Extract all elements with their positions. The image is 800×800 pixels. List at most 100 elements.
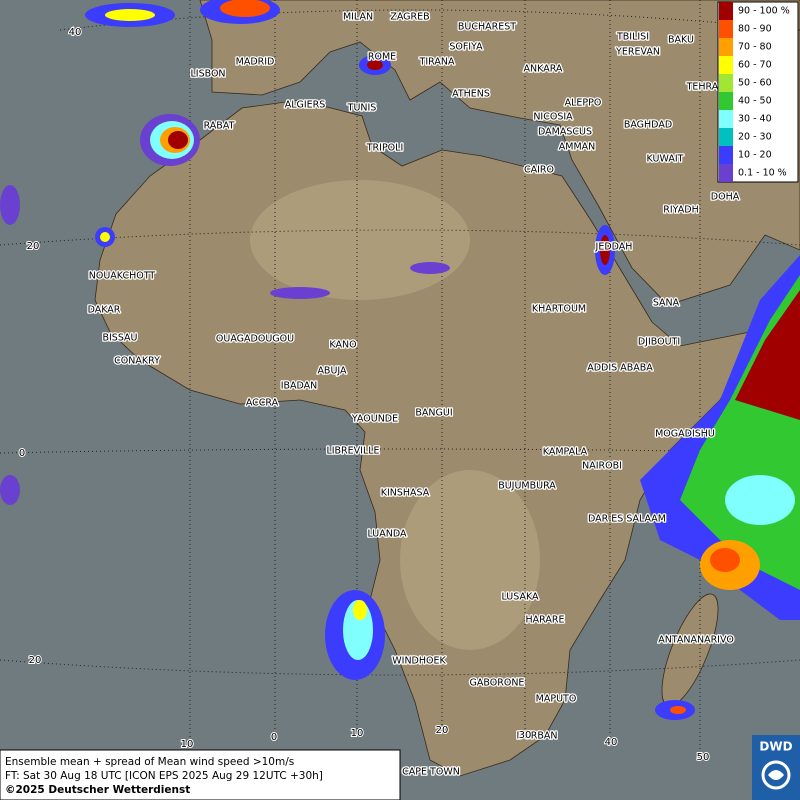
legend-swatch: [719, 110, 733, 128]
logo-icon: [761, 760, 791, 790]
city-label: KUWAIT: [647, 154, 684, 165]
legend-swatch: [719, 146, 733, 164]
city-label: DAKAR: [88, 305, 121, 316]
city-label: IBADAN: [281, 381, 318, 392]
city-label: ACCRA: [246, 398, 279, 409]
longitude-label: 10: [351, 728, 364, 739]
legend-label: 10 - 20: [738, 150, 772, 161]
city-label: TRIPOLI: [366, 143, 404, 154]
city-label: OUAGADOUGOU: [216, 334, 294, 345]
city-label: ABUJA: [317, 366, 347, 377]
legend-swatch: [719, 56, 733, 74]
city-label: NOUAKCHOTT: [89, 271, 156, 282]
city-label: CAPE TOWN: [402, 767, 460, 778]
city-label: RABAT: [204, 121, 235, 132]
city-label: YEREVAN: [615, 47, 660, 58]
city-label: HARARE: [526, 615, 565, 626]
legend: 90 - 100 % 80 - 90 70 - 80 60 - 70 50 - 60 40…: [717, 1, 799, 183]
city-label: LIBREVILLE: [326, 446, 379, 457]
longitude-label: 0: [271, 732, 277, 743]
legend-label: 30 - 40: [738, 114, 772, 125]
city-label: TEHRAN: [686, 82, 726, 93]
longitude-label: 20: [436, 725, 449, 736]
city-label: DURBAN: [517, 731, 558, 742]
latitude-label: 40: [69, 27, 82, 38]
city-label: SANA: [653, 298, 680, 309]
city-label: AMMAN: [559, 142, 596, 153]
city-label: ANTANANARIVO: [658, 635, 734, 646]
city-label: TBILISI: [616, 32, 649, 43]
city-label: KHARTOUM: [532, 304, 586, 315]
city-label: ANKARA: [524, 64, 563, 75]
legend-label: 20 - 30: [738, 132, 772, 143]
city-label: JEDDAH: [595, 242, 633, 253]
graticule: [0, 0, 800, 752]
city-label: BANGUI: [415, 408, 452, 419]
city-label: CAIRO: [524, 165, 554, 176]
city-label: ATHENS: [452, 89, 490, 100]
city-label: MILAN: [343, 12, 373, 23]
city-label: KINSHASA: [381, 488, 430, 499]
city-label: DJIBOUTI: [638, 337, 680, 348]
longitude-label: 50: [697, 752, 710, 763]
legend-label: 80 - 90: [738, 24, 772, 35]
city-label: LISBON: [190, 69, 225, 80]
latitude-label: 20: [27, 241, 40, 252]
logo: DWD: [752, 735, 800, 800]
city-labels: MILAN ZAGREB BUCHAREST TBILISI BAKU SOFIYA YER…: [86, 10, 741, 779]
city-label: BUCHAREST: [458, 22, 516, 33]
city-label: ALEPPO: [565, 98, 602, 109]
city-label: MADRID: [236, 57, 275, 68]
city-label: CONAKRY: [114, 356, 160, 367]
logo-icon: [768, 770, 784, 780]
city-label: ALGIERS: [285, 100, 326, 111]
city-label: KAMPALA: [543, 447, 588, 458]
city-label: SOFIYA: [449, 42, 483, 53]
footer: Ensemble mean + spread of Mean wind spee…: [0, 749, 401, 800]
city-label: BAGHDAD: [624, 120, 672, 131]
legend-label: 90 - 100 %: [738, 6, 790, 17]
city-label: DAR ES SALAAM: [588, 514, 666, 525]
legend-swatch: [719, 74, 733, 92]
legend-label: 50 - 60: [738, 78, 772, 89]
longitude-label: 40: [605, 737, 618, 748]
city-label: BUJUMBURA: [498, 481, 556, 492]
city-label: BISSAU: [102, 333, 137, 344]
city-label: YAOUNDE: [351, 414, 398, 425]
city-label: ADDIS ABABA: [587, 363, 653, 374]
footer-line: FT: Sat 30 Aug 18 UTC [ICON EPS 2025 Aug…: [5, 770, 323, 782]
city-label: ZAGREB: [390, 12, 429, 23]
city-label: ROME: [368, 52, 396, 63]
longitude-label: 30: [519, 730, 532, 741]
latitude-label: 0: [19, 448, 25, 459]
legend-label: 40 - 50: [738, 96, 772, 107]
longitude-label: 10: [181, 739, 194, 750]
footer-box: [0, 749, 401, 800]
grid-labels: 40 20 0 20 10 0 10 20 30 40 50: [18, 26, 711, 764]
city-label: TUNIS: [347, 103, 377, 114]
legend-label: 60 - 70: [738, 60, 772, 71]
city-label: LUANDA: [367, 529, 407, 540]
wind-probability-areas: [0, 0, 800, 720]
legend-swatch: [719, 20, 733, 38]
city-label: DAMASCUS: [538, 127, 592, 138]
city-label: GABORONE: [470, 678, 525, 689]
land: [94, 0, 800, 777]
city-label: NICOSIA: [533, 112, 573, 123]
legend-label: 70 - 80: [738, 42, 772, 53]
legend-swatch: [719, 128, 733, 146]
legend-swatch: [719, 92, 733, 110]
city-label: NAIROBI: [582, 461, 622, 472]
footer-line: Ensemble mean + spread of Mean wind spee…: [5, 756, 294, 768]
latitude-label: 20: [29, 655, 42, 666]
footer-line: ©2025 Deutscher Wetterdienst: [5, 784, 190, 796]
logo-text: DWD: [759, 740, 792, 754]
city-label: TIRANA: [419, 57, 455, 68]
city-label: DOHA: [711, 192, 740, 203]
city-label: BAKU: [668, 35, 694, 46]
city-label: MOGADISHU: [655, 429, 715, 440]
legend-label: 0.1 - 10 %: [738, 168, 787, 179]
city-label: KANO: [329, 340, 356, 351]
city-label: WINDHOEK: [392, 656, 446, 667]
